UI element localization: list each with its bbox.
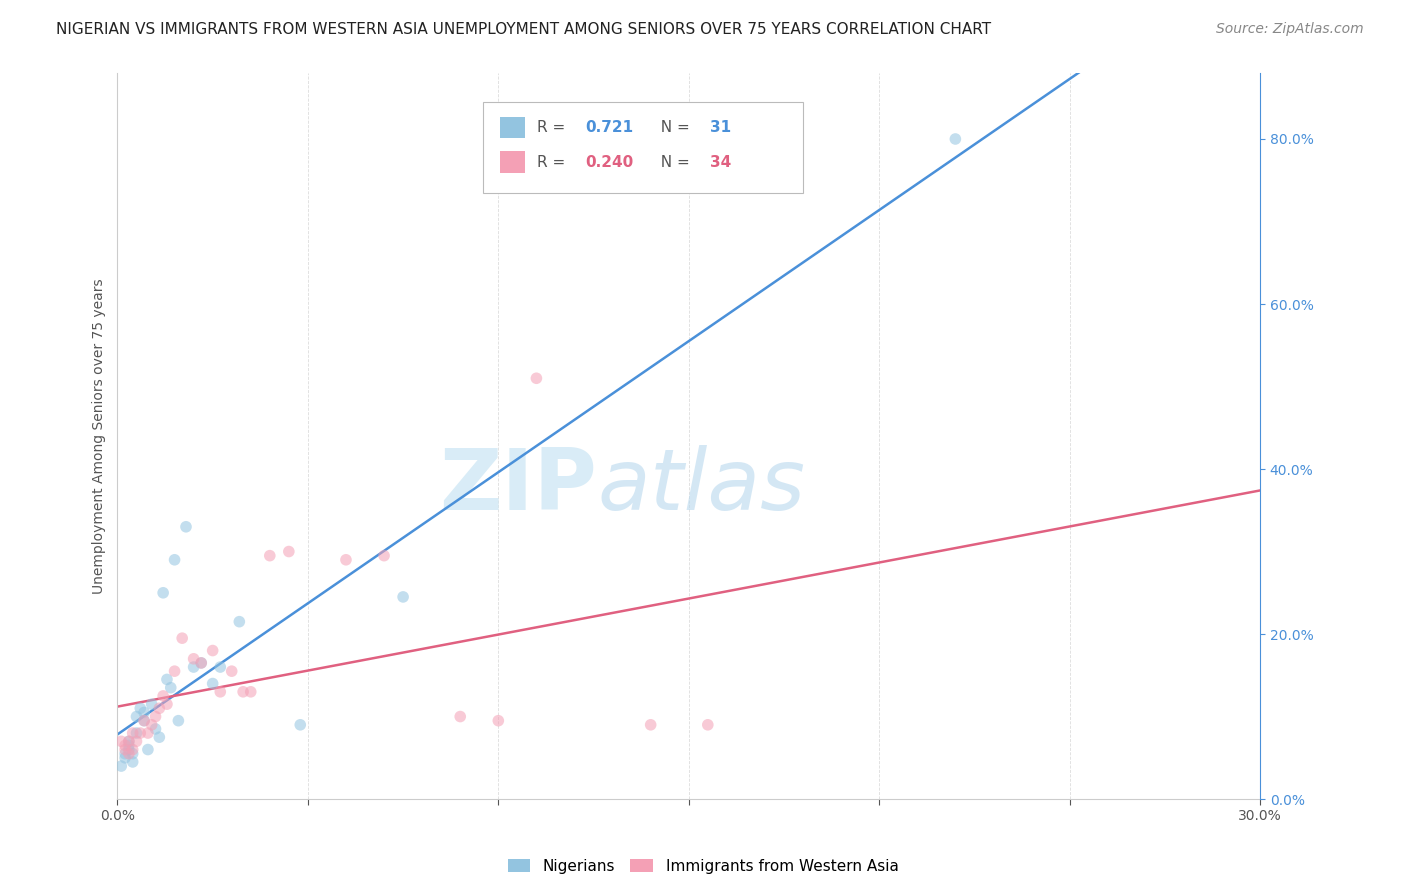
Point (232, 685, 254, 699)
Point (696, 718, 718, 732)
Text: 0.240: 0.240 (585, 155, 633, 169)
Point (159, 681, 181, 695)
Point (114, 742, 136, 756)
Point (118, 747, 141, 761)
Point (125, 726, 148, 740)
Point (156, 673, 179, 687)
Point (141, 697, 163, 711)
Text: Source: ZipAtlas.com: Source: ZipAtlas.com (1216, 22, 1364, 37)
FancyBboxPatch shape (484, 102, 803, 193)
Point (201, 676, 224, 690)
Point (373, 549, 395, 563)
Point (118, 739, 141, 753)
Point (190, 656, 212, 670)
Point (121, 747, 143, 761)
Point (152, 689, 174, 703)
Point (141, 718, 163, 732)
Point (156, 697, 179, 711)
Point (239, 685, 262, 699)
Point (209, 685, 232, 699)
Text: N =: N = (651, 120, 695, 135)
Point (163, 664, 186, 678)
Point (118, 734, 141, 748)
Point (172, 631, 194, 645)
Point (174, 520, 197, 534)
Point (943, 132, 966, 146)
Point (449, 709, 471, 723)
FancyBboxPatch shape (501, 117, 526, 138)
Point (121, 755, 143, 769)
Text: atlas: atlas (598, 445, 806, 528)
Point (640, 718, 662, 732)
Point (221, 664, 243, 678)
Point (209, 660, 232, 674)
Point (114, 751, 136, 765)
Point (110, 734, 132, 748)
Point (145, 722, 167, 736)
Point (125, 709, 148, 723)
Point (190, 656, 212, 670)
Point (526, 371, 548, 385)
Point (163, 553, 186, 567)
Y-axis label: Unemployment Among Seniors over 75 years: Unemployment Among Seniors over 75 years (93, 278, 107, 594)
Point (148, 730, 170, 744)
Point (114, 739, 136, 753)
Point (201, 643, 224, 657)
Point (183, 660, 205, 674)
Point (129, 726, 152, 740)
Point (145, 709, 167, 723)
Text: R =: R = (537, 120, 569, 135)
Point (167, 714, 190, 728)
Point (110, 759, 132, 773)
Text: 0.721: 0.721 (585, 120, 633, 135)
Text: NIGERIAN VS IMMIGRANTS FROM WESTERN ASIA UNEMPLOYMENT AMONG SENIORS OVER 75 YEAR: NIGERIAN VS IMMIGRANTS FROM WESTERN ASIA… (56, 22, 991, 37)
Point (183, 652, 205, 666)
Text: R =: R = (537, 155, 569, 169)
Point (121, 742, 143, 756)
Point (277, 544, 299, 558)
Point (118, 742, 141, 756)
Text: 31: 31 (710, 120, 731, 135)
Point (392, 590, 415, 604)
Point (132, 706, 155, 720)
Point (486, 714, 509, 728)
Point (121, 726, 143, 740)
Text: 34: 34 (710, 155, 731, 169)
Point (114, 747, 136, 761)
Point (136, 726, 159, 740)
Point (132, 714, 155, 728)
Point (118, 734, 141, 748)
FancyBboxPatch shape (501, 152, 526, 173)
Point (136, 742, 159, 756)
Point (290, 718, 312, 732)
Point (152, 586, 174, 600)
Point (125, 734, 148, 748)
Point (129, 701, 152, 715)
Point (259, 549, 281, 563)
Text: ZIP: ZIP (440, 445, 598, 528)
Point (335, 553, 357, 567)
Point (148, 701, 170, 715)
Point (228, 615, 250, 629)
Text: N =: N = (651, 155, 695, 169)
Point (132, 714, 155, 728)
Legend: Nigerians, Immigrants from Western Asia: Nigerians, Immigrants from Western Asia (502, 853, 904, 880)
